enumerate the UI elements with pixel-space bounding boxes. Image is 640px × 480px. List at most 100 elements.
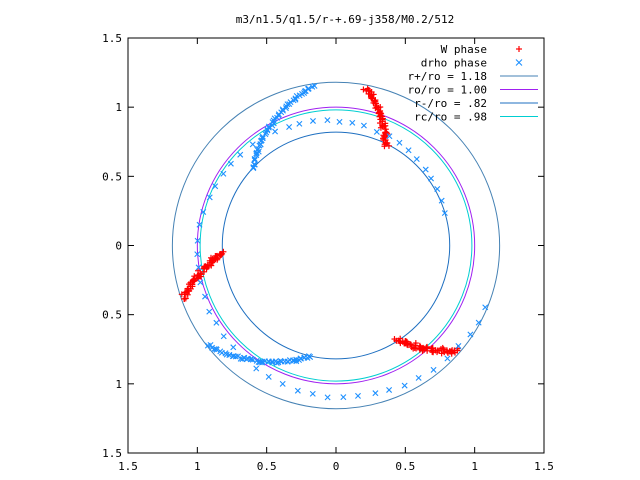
drho-phase-marker [237,151,244,158]
drho-phase-marker [256,359,263,366]
drho-phase-marker [202,293,209,300]
drho-phase-marker [294,387,301,394]
drho-phase-marker [284,101,291,108]
drho-phase-marker [237,355,244,362]
radius-circle [221,131,451,360]
drho-phase-marker [324,394,331,401]
drho-phase-marker [422,166,429,173]
drho-phase-marker [213,319,220,326]
legend-label: r-/ro = .82 [414,97,487,110]
drho-phase-marker [220,170,227,177]
y-tick-label: 1.5 [102,447,122,460]
x-tick-label: 0.5 [395,460,415,473]
drho-phase-marker [336,118,343,125]
drho-phase-marker [220,333,227,340]
drho-phase-marker [230,344,237,351]
drho-phase-marker [475,319,482,326]
drho-phase-marker [197,279,204,286]
drho-phase-marker [301,354,308,361]
drho-phase-marker [438,197,445,204]
drho-phase-marker [265,123,272,130]
drho-phase-marker [354,392,361,399]
drho-phase-marker [250,165,257,172]
radius-circles [171,81,501,410]
drho-phase-marker [444,355,451,362]
drho-phase-marker [296,120,303,127]
drho-phase-marker [206,308,213,315]
legend-label: ro/ro = 1.00 [408,84,487,97]
drho-phase-marker [239,356,246,363]
drho-phase-marker [253,365,260,372]
drho-phase-marker [309,390,316,397]
drho-phase-marker [265,373,272,380]
drho-phase-marker [430,366,437,373]
drho-phase-marker [194,237,201,244]
drho-phase-marker [401,382,408,389]
x-tick-label: 1 [471,460,478,473]
drho-phase-marker [251,161,258,168]
drho-phase-marker [251,157,258,164]
x-tick-label: 1.5 [118,460,138,473]
drho-phase-marker [209,344,216,351]
drho-phase-marker [269,359,276,366]
drho-phase-marker [227,160,234,167]
drho-phase-marker [204,342,211,349]
drho-phase-marker [434,185,441,192]
x-tick-label: 0 [333,460,340,473]
data-markers [178,82,489,401]
drho-phase-marker [286,124,293,131]
drho-phase-marker [413,156,420,163]
drho-phase-marker [455,342,462,349]
drho-phase-marker [194,251,201,258]
drho-phase-marker [259,135,266,142]
drho-phase-marker [251,155,258,162]
drho-phase-marker [305,85,312,92]
drho-phase-marker [265,124,272,131]
drho-phase-marker [275,359,282,366]
drho-phase-marker [482,304,489,311]
drho-phase-marker [217,348,224,355]
drho-phase-marker [372,390,379,397]
legend-marker-x [515,59,523,66]
drho-phase-marker [386,133,393,140]
drho-phase-marker [415,374,422,381]
drho-phase-marker [441,210,448,217]
radius-circle [171,81,501,410]
y-tick-label: 0 [115,240,122,253]
y-tick-label: 0.5 [102,170,122,183]
legend-label: r+/ro = 1.18 [408,70,487,83]
drho-phase-marker [428,175,435,182]
y-tick-label: 0.5 [102,309,122,322]
drho-phase-marker [467,331,474,338]
drho-phase-marker [284,358,291,365]
x-tick-label: 0.5 [257,460,277,473]
drho-phase-marker [293,358,300,365]
y-tick-label: 1.5 [102,32,122,45]
drho-phase-marker [272,128,279,135]
drho-phase-marker [226,351,233,358]
drho-phase-marker [255,146,262,153]
drho-phase-marker [262,131,269,138]
x-tick-label: 1.5 [534,460,554,473]
axis-ticks [127,37,545,454]
legend-label: drho phase [421,57,487,70]
drho-phase-marker [386,386,393,393]
radius-circle [196,106,476,385]
drho-phase-marker [196,221,203,228]
legend-label: W phase [441,43,487,56]
drho-phase-marker [249,141,256,148]
x-tick-label: 1 [194,460,201,473]
legend-label: rc/ro = .98 [414,111,487,124]
chart-title: m3/n1.5/q1.5/r-+.69-j358/M0.2/512 [236,13,455,26]
drho-phase-marker [405,147,412,154]
drho-phase-marker [212,183,219,190]
drho-phase-marker [340,394,347,401]
y-tick-label: 1 [115,378,122,391]
axis-tick-labels: 1.5 1 0.5 0 0.5 1 1.51.510.500.511.5 [102,32,554,473]
y-tick-label: 1 [115,101,122,114]
drho-phase-marker [349,119,356,126]
drho-phase-marker [229,353,236,360]
drho-phase-marker [311,82,318,89]
